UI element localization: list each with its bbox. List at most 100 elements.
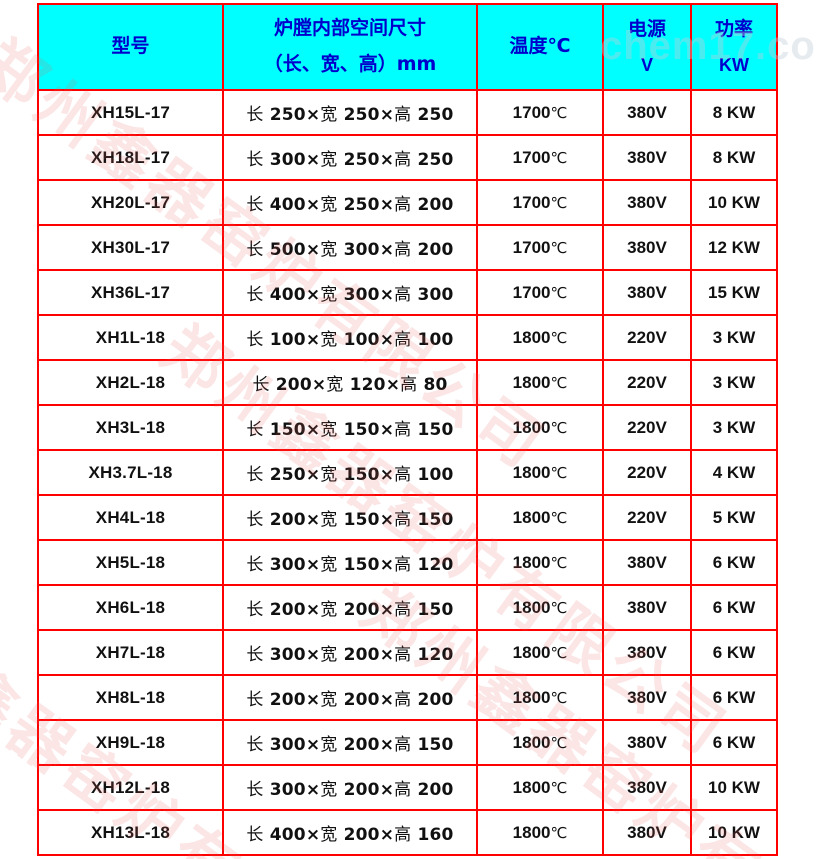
cell-power: 10 KW (690, 764, 778, 811)
cell-power: 15 KW (690, 269, 778, 316)
cell-power: 12 KW (690, 224, 778, 271)
cell-model: XH30L-17 (37, 224, 224, 271)
cell-voltage: 380V (602, 179, 692, 226)
column-header-model: 型号 (37, 3, 224, 91)
cell-voltage: 380V (602, 224, 692, 271)
cell-dimensions: 长 400×宽 250×高 200 (222, 179, 478, 226)
cell-dimensions: 长 200×宽 150×高 150 (222, 494, 478, 541)
cell-model: XH6L-18 (37, 584, 224, 631)
cell-model: XH3.7L-18 (37, 449, 224, 496)
table-row: XH4L-18 长 200×宽 150×高 150 1800℃ 220V 5 KW (37, 494, 778, 541)
cell-power: 6 KW (690, 584, 778, 631)
cell-model: XH9L-18 (37, 719, 224, 766)
cell-voltage: 380V (602, 539, 692, 586)
column-header-model-line1: 型号 (111, 35, 150, 58)
column-header-power-line2: KW (719, 54, 749, 75)
cell-power: 8 KW (690, 134, 778, 181)
table-row: XH8L-18 长 200×宽 200×高 200 1800℃ 380V 6 KW (37, 674, 778, 721)
cell-voltage: 380V (602, 674, 692, 721)
cell-temperature: 1800℃ (476, 629, 604, 676)
cell-dimensions: 长 200×宽 120×高 80 (222, 359, 478, 406)
cell-temperature: 1800℃ (476, 809, 604, 856)
table-header: 型号 炉膛内部空间尺寸 （长、宽、高）mm 温度℃ 电源 V 功率 KW (37, 3, 778, 91)
cell-voltage: 220V (602, 404, 692, 451)
column-header-voltage-line2: V (640, 54, 653, 75)
cell-dimensions: 长 300×宽 150×高 120 (222, 539, 478, 586)
cell-temperature: 1800℃ (476, 404, 604, 451)
column-header-dimensions-line1: 炉膛内部空间尺寸 (273, 17, 426, 40)
cell-power: 6 KW (690, 719, 778, 766)
cell-dimensions: 长 400×宽 300×高 300 (222, 269, 478, 316)
table-row: XH20L-17 长 400×宽 250×高 200 1700℃ 380V 10 KW (37, 179, 778, 226)
cell-temperature: 1800℃ (476, 719, 604, 766)
cell-dimensions: 长 150×宽 150×高 150 (222, 404, 478, 451)
cell-dimensions: 长 250×宽 150×高 100 (222, 449, 478, 496)
table-row: XH12L-18 长 300×宽 200×高 200 1800℃ 380V 10 KW (37, 764, 778, 811)
cell-dimensions: 长 500×宽 300×高 200 (222, 224, 478, 271)
cell-power: 10 KW (690, 179, 778, 226)
cell-voltage: 220V (602, 359, 692, 406)
cell-voltage: 380V (602, 764, 692, 811)
cell-temperature: 1800℃ (476, 314, 604, 361)
cell-temperature: 1800℃ (476, 584, 604, 631)
table-row: XH30L-17 长 500×宽 300×高 200 1700℃ 380V 12 KW (37, 224, 778, 271)
cell-voltage: 380V (602, 629, 692, 676)
table-row: XH3.7L-18 长 250×宽 150×高 100 1800℃ 220V 4 KW (37, 449, 778, 496)
cell-power: 6 KW (690, 629, 778, 676)
column-header-power: 功率 KW (690, 3, 778, 91)
cell-temperature: 1700℃ (476, 134, 604, 181)
table-row: XH7L-18 长 300×宽 200×高 120 1800℃ 380V 6 KW (37, 629, 778, 676)
cell-dimensions: 长 300×宽 200×高 200 (222, 764, 478, 811)
cell-voltage: 380V (602, 809, 692, 856)
cell-model: XH1L-18 (37, 314, 224, 361)
cell-power: 3 KW (690, 359, 778, 406)
column-header-voltage-line1: 电源 (627, 17, 666, 40)
cell-voltage: 380V (602, 134, 692, 181)
table-row: XH3L-18 长 150×宽 150×高 150 1800℃ 220V 3 KW (37, 404, 778, 451)
column-header-temperature-line1: 温度℃ (509, 35, 571, 58)
cell-model: XH2L-18 (37, 359, 224, 406)
column-header-dimensions-line2: （长、宽、高）mm (263, 53, 437, 75)
cell-power: 10 KW (690, 809, 778, 856)
table-row: XH6L-18 长 200×宽 200×高 150 1800℃ 380V 6 KW (37, 584, 778, 631)
cell-power: 4 KW (690, 449, 778, 496)
cell-dimensions: 长 200×宽 200×高 200 (222, 674, 478, 721)
table-row: XH9L-18 长 300×宽 200×高 150 1800℃ 380V 6 KW (37, 719, 778, 766)
cell-dimensions: 长 200×宽 200×高 150 (222, 584, 478, 631)
cell-temperature: 1800℃ (476, 359, 604, 406)
cell-dimensions: 长 300×宽 200×高 150 (222, 719, 478, 766)
table-row: XH5L-18 长 300×宽 150×高 120 1800℃ 380V 6 KW (37, 539, 778, 586)
cell-voltage: 220V (602, 314, 692, 361)
table-body: XH15L-17 长 250×宽 250×高 250 1700℃ 380V 8 KW XH… (37, 89, 778, 856)
cell-temperature: 1700℃ (476, 89, 604, 136)
cell-temperature: 1700℃ (476, 179, 604, 226)
cell-temperature: 1800℃ (476, 539, 604, 586)
column-header-dimensions: 炉膛内部空间尺寸 （长、宽、高）mm (222, 3, 478, 91)
cell-power: 6 KW (690, 674, 778, 721)
cell-temperature: 1700℃ (476, 269, 604, 316)
cell-model: XH4L-18 (37, 494, 224, 541)
cell-dimensions: 长 250×宽 250×高 250 (222, 89, 478, 136)
cell-voltage: 380V (602, 719, 692, 766)
cell-model: XH15L-17 (37, 89, 224, 136)
table-row: XH1L-18 长 100×宽 100×高 100 1800℃ 220V 3 KW (37, 314, 778, 361)
cell-power: 3 KW (690, 404, 778, 451)
cell-temperature: 1800℃ (476, 764, 604, 811)
cell-voltage: 380V (602, 269, 692, 316)
furnace-spec-table: 型号 炉膛内部空间尺寸 （长、宽、高）mm 温度℃ 电源 V 功率 KW (37, 3, 778, 856)
cell-voltage: 380V (602, 584, 692, 631)
cell-temperature: 1800℃ (476, 674, 604, 721)
cell-model: XH18L-17 (37, 134, 224, 181)
cell-dimensions: 长 400×宽 200×高 160 (222, 809, 478, 856)
table-row: XH18L-17 长 300×宽 250×高 250 1700℃ 380V 8 KW (37, 134, 778, 181)
table-row: XH15L-17 长 250×宽 250×高 250 1700℃ 380V 8 KW (37, 89, 778, 136)
cell-voltage: 380V (602, 89, 692, 136)
cell-power: 6 KW (690, 539, 778, 586)
cell-dimensions: 长 100×宽 100×高 100 (222, 314, 478, 361)
column-header-voltage: 电源 V (602, 3, 692, 91)
cell-power: 8 KW (690, 89, 778, 136)
cell-model: XH36L-17 (37, 269, 224, 316)
cell-model: XH7L-18 (37, 629, 224, 676)
table-row: XH2L-18 长 200×宽 120×高 80 1800℃ 220V 3 KW (37, 359, 778, 406)
table-row: XH36L-17 长 400×宽 300×高 300 1700℃ 380V 15 KW (37, 269, 778, 316)
